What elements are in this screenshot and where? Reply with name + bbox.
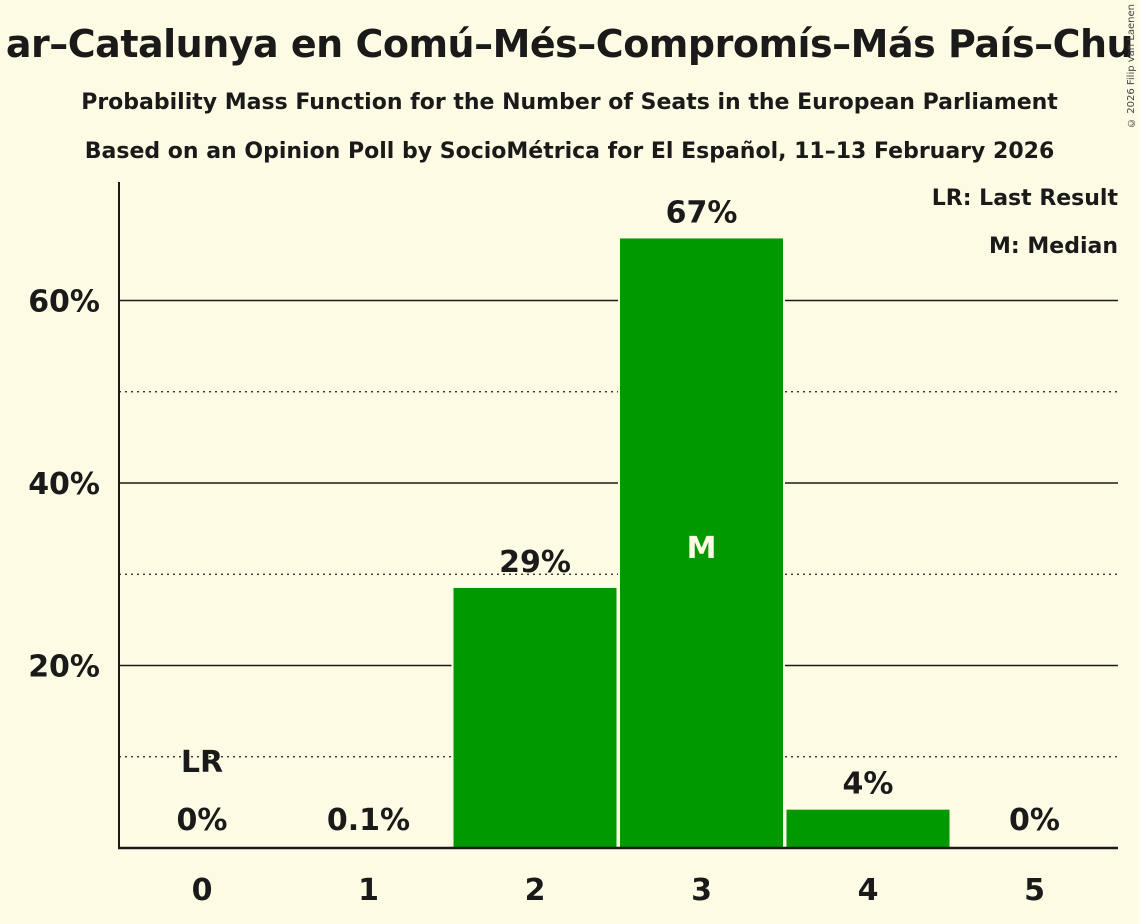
median-marker: M <box>687 531 717 566</box>
x-tick-label: 5 <box>1024 873 1045 908</box>
x-tick-label: 4 <box>858 873 879 908</box>
y-tick-label: 20% <box>28 650 100 685</box>
bar-4 <box>786 809 950 848</box>
x-tick-label: 0 <box>192 873 213 908</box>
x-tick-label: 2 <box>525 873 546 908</box>
data-label-4: 4% <box>843 767 894 802</box>
data-label-0: 0% <box>177 803 228 838</box>
chart-subtitle: Probability Mass Function for the Number… <box>81 90 1058 115</box>
x-tick-label: 1 <box>358 873 379 908</box>
data-labels: 0% 0.1% 29% 67% 4% 0% LR M <box>177 195 1060 838</box>
data-label-1: 0.1% <box>327 803 410 838</box>
bar-2 <box>453 587 617 848</box>
data-label-3: 67% <box>666 195 738 230</box>
legend-last-result: LR: Last Result <box>931 186 1118 211</box>
bars <box>451 236 952 848</box>
data-label-5: 0% <box>1009 803 1060 838</box>
last-result-marker: LR <box>181 745 223 780</box>
axes: 20% 40% 60% 0 1 2 3 4 5 <box>28 182 1118 908</box>
y-tick-label: 40% <box>28 467 100 502</box>
legend-median: M: Median <box>989 234 1118 259</box>
chart-source: Based on an Opinion Poll by SocioMétrica… <box>84 139 1055 164</box>
bar-3 <box>620 238 783 848</box>
y-tick-label: 60% <box>28 285 100 320</box>
x-tick-label: 3 <box>691 873 712 908</box>
chart-title: ar–Catalunya en Comú–Més–Compromís–Más P… <box>5 22 1134 66</box>
data-label-2: 29% <box>499 545 571 580</box>
